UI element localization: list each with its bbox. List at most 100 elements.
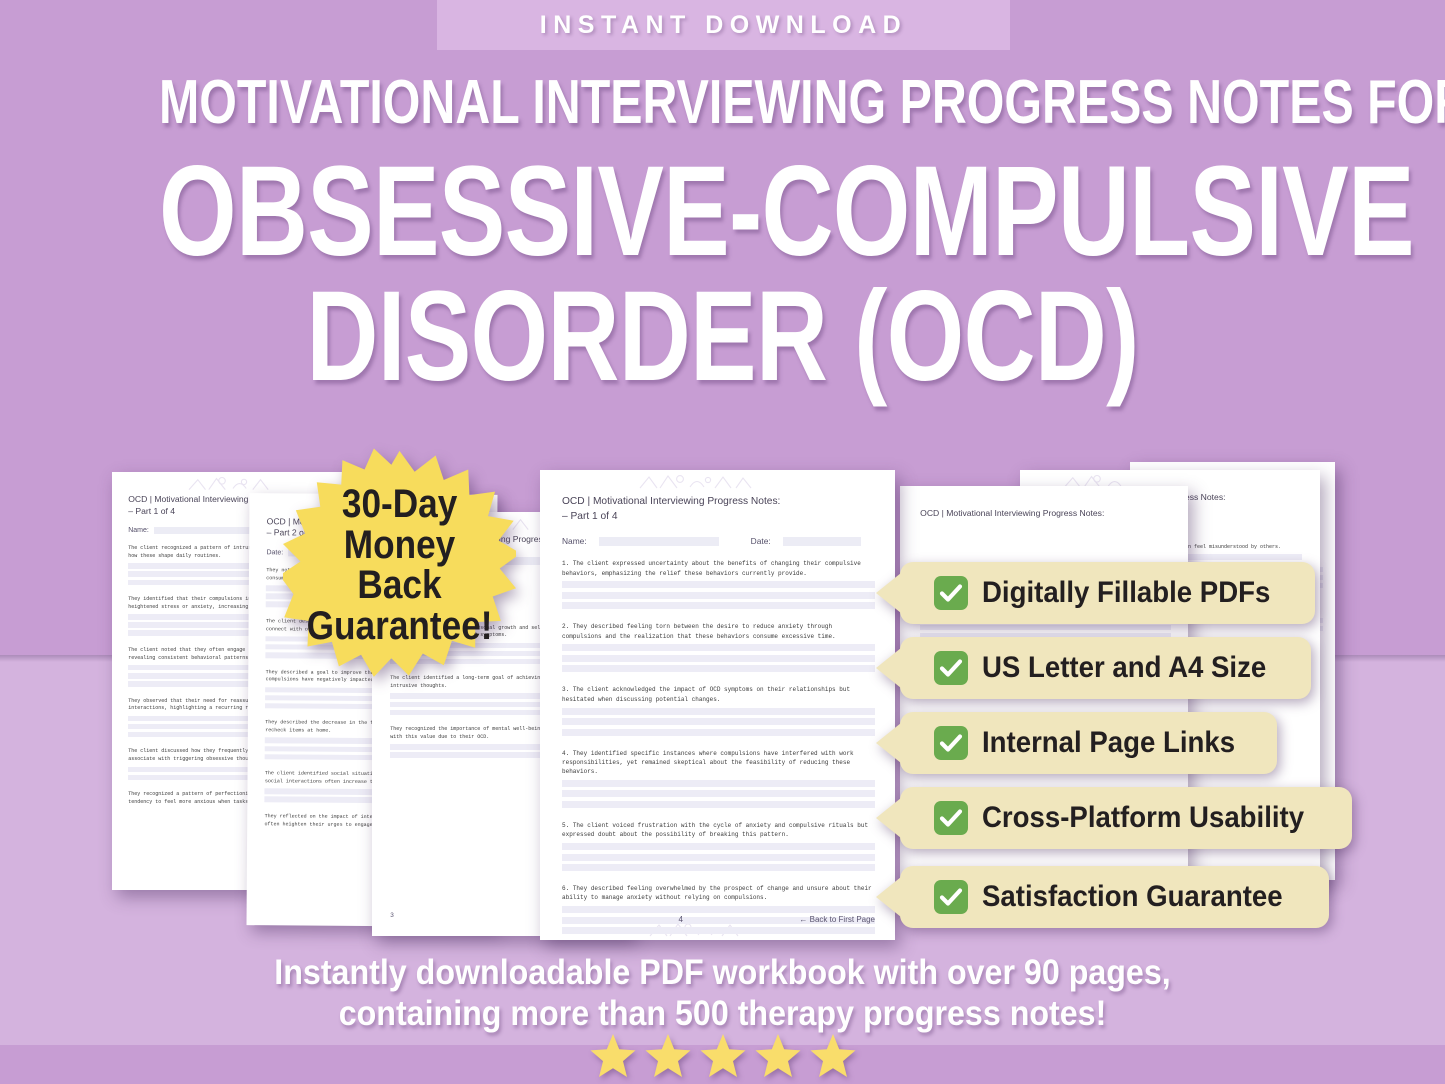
note-text: They described feeling torn between the … [562, 623, 836, 640]
note-item: 1. The client expressed uncertainty abou… [562, 559, 875, 610]
note-number: 1. [562, 560, 573, 568]
name-date-row: Name: Date: [562, 536, 875, 546]
date-input[interactable] [411, 557, 617, 565]
check-square-icon [934, 726, 968, 760]
note-text: They observed that their need for reassu… [128, 697, 327, 712]
note-number: 6. [562, 885, 573, 893]
note-text: They recognized a pattern of perfectioni… [128, 791, 327, 805]
write-line[interactable] [562, 779, 875, 787]
page-ornament-icon [1063, 474, 1122, 488]
page-number: 4 [678, 915, 683, 924]
feature-callout: Internal Page Links [875, 712, 1278, 774]
feature-callout: Cross-Platform Usability [875, 787, 1353, 849]
note-number: 2. [562, 623, 573, 631]
page-footer: 4 ← Back to First Page [562, 915, 875, 924]
write-line[interactable] [562, 728, 875, 736]
title-line-3: DISORDER (OCD) [306, 265, 1139, 409]
write-line[interactable] [562, 707, 875, 715]
document-page-featured: OCD | Motivational Interviewing Progress… [540, 470, 895, 940]
star-icon [590, 1034, 635, 1077]
feature-callout: Satisfaction Guarantee [876, 866, 1329, 928]
note-text: They identified that their compulsions i… [128, 596, 327, 610]
feature-label: US Letter and A4 Size [982, 651, 1267, 684]
feature-label: Cross-Platform Usability [982, 801, 1305, 834]
page-heading: OCD | Motivational Interviewing Progress… [128, 493, 313, 504]
page-number: 3 [390, 912, 394, 920]
note-text: The client noted that they often engage … [128, 646, 312, 661]
feature-callout: US Letter and A4 Size [876, 637, 1311, 699]
feature-label: Satisfaction Guarantee [982, 880, 1283, 913]
name-input[interactable] [598, 536, 719, 546]
write-line[interactable] [562, 843, 875, 851]
tagline: Instantly downloadable PDF workbook with… [0, 952, 1445, 1035]
page-content: OCD | Motivational Interviewing Progress… [562, 494, 875, 935]
write-line[interactable] [562, 864, 875, 872]
note-item: 6. They described feeling overwhelmed by… [562, 884, 875, 935]
page-subheading: – Part 1 of 4 [128, 505, 176, 516]
write-line[interactable] [562, 790, 875, 798]
name-field-row: Name: [128, 526, 331, 535]
note-item: The client noted that they often engage … [128, 646, 331, 687]
note-text: They identified specific instances where… [562, 749, 854, 776]
write-line[interactable] [562, 853, 875, 861]
note-text: The client identified a long-term goal o… [390, 675, 607, 690]
check-square-icon [934, 801, 968, 835]
star-rating [0, 1032, 1445, 1079]
note-item: The client recognized a pattern of intru… [128, 545, 331, 586]
write-line[interactable] [562, 644, 875, 652]
check-square-icon [934, 576, 968, 610]
write-line[interactable] [562, 718, 875, 726]
star-icon [700, 1034, 745, 1077]
note-text: They described feeling overwhelmed by th… [562, 885, 872, 902]
starburst-shape-icon [283, 448, 516, 677]
page-title: MOTIVATIONAL INTERVIEWING PROGRESS NOTES… [0, 72, 1445, 409]
write-line[interactable] [562, 581, 875, 589]
date-input[interactable] [782, 536, 861, 546]
note-text: They recognized the importance of mental… [390, 726, 616, 740]
write-line[interactable] [562, 800, 875, 808]
note-text: The client acknowledged the impact of OC… [562, 686, 851, 703]
write-line[interactable] [562, 916, 875, 924]
note-item: 5. The client voiced frustration with th… [562, 821, 875, 872]
page-ornament-icon [639, 475, 752, 489]
tagline-line-2: containing more than 500 therapy progres… [338, 994, 1107, 1034]
page-subheading: – Part 1 of 4 [562, 511, 618, 523]
tagline-line-1: Instantly downloadable PDF workbook with… [274, 953, 1171, 992]
back-to-first-page-link[interactable]: ← Back to First Page [799, 915, 876, 924]
note-item: They identified that their compulsions i… [128, 596, 331, 636]
note-text: The client voiced frustration with the c… [562, 821, 869, 839]
note-item: They observed that their need for reassu… [128, 697, 331, 738]
note-item: 4. They identified specific instances wh… [562, 749, 875, 808]
star-icon [645, 1034, 690, 1077]
note-item: They recognized a pattern of perfectioni… [128, 791, 330, 807]
star-icon [810, 1034, 855, 1077]
write-line[interactable] [562, 927, 875, 935]
page-heading: OCD | Motivational Interviewing Progress… [920, 507, 1105, 518]
write-line[interactable] [562, 654, 875, 662]
instant-download-label: INSTANT DOWNLOAD [539, 10, 908, 39]
check-square-icon [934, 651, 968, 685]
name-input[interactable] [153, 526, 331, 535]
feature-callout: Digitally Fillable PDFs [875, 562, 1316, 624]
page-content: OCD | Motivational Interviewing Progress… [128, 493, 331, 807]
star-icon [755, 1034, 800, 1077]
page-ornament-icon [188, 476, 269, 490]
write-line[interactable] [562, 602, 875, 610]
date-label: Date: [266, 548, 284, 557]
check-square-icon [934, 880, 968, 914]
note-number: 5. [562, 821, 573, 829]
feature-label: Internal Page Links [982, 726, 1236, 759]
note-item: The client identified a long-term goal o… [390, 675, 617, 716]
name-label: Name: [128, 527, 149, 535]
page-heading: OCD | Motivational Interviewing Progress… [562, 496, 781, 507]
note-text: The client discussed how they frequently… [128, 748, 327, 763]
note-item: 3. The client acknowledged the impact of… [562, 685, 875, 736]
write-line[interactable] [562, 591, 875, 599]
write-line[interactable] [562, 665, 875, 673]
note-number: 4. [562, 749, 573, 757]
write-line[interactable] [562, 906, 875, 914]
title-line-2: OBSESSIVE-COMPULSIVE [158, 139, 1415, 283]
date-label: Date: [750, 536, 771, 547]
instant-download-badge: INSTANT DOWNLOAD [437, 0, 1010, 50]
note-item: They recognized the importance of mental… [390, 726, 617, 758]
